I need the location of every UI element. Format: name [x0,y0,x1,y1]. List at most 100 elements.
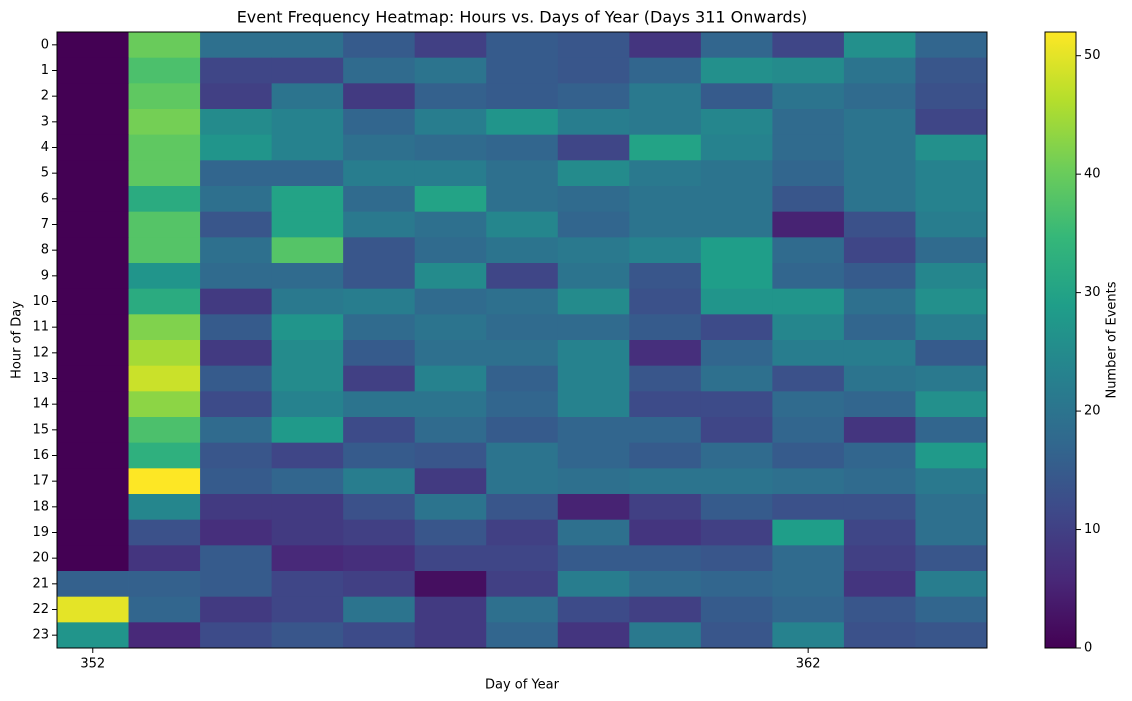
heatmap-cell [700,211,773,238]
heatmap-cell [486,211,559,238]
heatmap-cell [271,596,344,623]
y-tick-label: 8 [41,243,49,258]
heatmap-cell [343,596,416,623]
heatmap-cell [200,391,273,418]
heatmap-cell [414,237,487,264]
heatmap-cell [843,468,916,495]
heatmap-cell [772,263,845,290]
heatmap-cell [700,340,773,367]
heatmap-cell [772,442,845,469]
heatmap-cell [128,365,201,392]
y-tick-label: 7 [41,217,49,232]
heatmap-cell [700,571,773,598]
heatmap-cell [128,134,201,161]
heatmap-cell [843,545,916,572]
heatmap-cell [343,186,416,213]
heatmap-cell [343,365,416,392]
heatmap-cell [843,109,916,136]
y-tick-label: 6 [41,191,49,206]
heatmap-cell [557,391,630,418]
heatmap-cell [128,83,201,110]
heatmap-cell [557,288,630,315]
heatmap-cell [57,545,129,572]
y-tick-label: 10 [32,294,49,309]
heatmap-cell [915,596,988,623]
heatmap-cell [271,288,344,315]
heatmap-cell [700,160,773,187]
colorbar-tick-label: 50 [1084,48,1101,63]
heatmap-cell [128,186,201,213]
heatmap-cell [486,519,559,546]
y-tick-label: 0 [41,37,49,52]
heatmap-cell [343,211,416,238]
heatmap-cell [629,109,702,136]
heatmap-cell [557,314,630,341]
heatmap-cell [343,160,416,187]
heatmap-cell [271,468,344,495]
heatmap-cell [57,340,129,367]
heatmap-cell [557,340,630,367]
heatmap-cell [128,519,201,546]
heatmap-cell [915,186,988,213]
heatmap-cell [843,186,916,213]
heatmap-cell [915,134,988,161]
heatmap-cell [57,263,129,290]
heatmap-cell [57,571,129,598]
heatmap-cell [200,494,273,521]
heatmap-cell [271,314,344,341]
heatmap-cell [414,571,487,598]
heatmap-cell [57,417,129,444]
heatmap-cell [414,545,487,572]
heatmap-cell [343,545,416,572]
heatmap-cell [700,57,773,84]
heatmap-cell [200,160,273,187]
heatmap-cell [414,160,487,187]
heatmap-cell [772,288,845,315]
heatmap-cell [57,211,129,238]
heatmap-cell [629,340,702,367]
heatmap-cell [772,211,845,238]
y-tick-label: 11 [32,320,49,335]
heatmap-cell [486,314,559,341]
heatmap-cell [700,134,773,161]
heatmap-cell [557,83,630,110]
heatmap-cell [843,494,916,521]
heatmap-cell [414,365,487,392]
heatmap-cell [629,57,702,84]
heatmap-cell [343,571,416,598]
heatmap-cell [915,391,988,418]
heatmap-cell [629,83,702,110]
heatmap-cells [57,32,988,649]
heatmap-cell [57,494,129,521]
heatmap-cell [772,32,845,59]
heatmap-cell [629,263,702,290]
heatmap-cell [629,442,702,469]
heatmap-cell [915,571,988,598]
heatmap-cell [128,263,201,290]
heatmap-cell [557,32,630,59]
heatmap-cell [200,468,273,495]
heatmap-cell [915,494,988,521]
heatmap-cell [629,237,702,264]
heatmap-cell [486,622,559,649]
colorbar-label: Number of Events [1105,281,1120,398]
heatmap-cell [271,57,344,84]
heatmap-cell [343,57,416,84]
heatmap-cell [843,160,916,187]
heatmap-cell [343,519,416,546]
heatmap-cell [128,288,201,315]
heatmap-cell [128,314,201,341]
heatmap-cell [486,442,559,469]
heatmap-cell [271,391,344,418]
heatmap-cell [486,83,559,110]
heatmap-cell [486,263,559,290]
heatmap-cell [414,109,487,136]
heatmap-cell [772,340,845,367]
heatmap-cell [843,314,916,341]
heatmap-cell [343,391,416,418]
heatmap-cell [343,237,416,264]
heatmap-cell [700,109,773,136]
heatmap-cell [271,186,344,213]
heatmap-cell [915,57,988,84]
